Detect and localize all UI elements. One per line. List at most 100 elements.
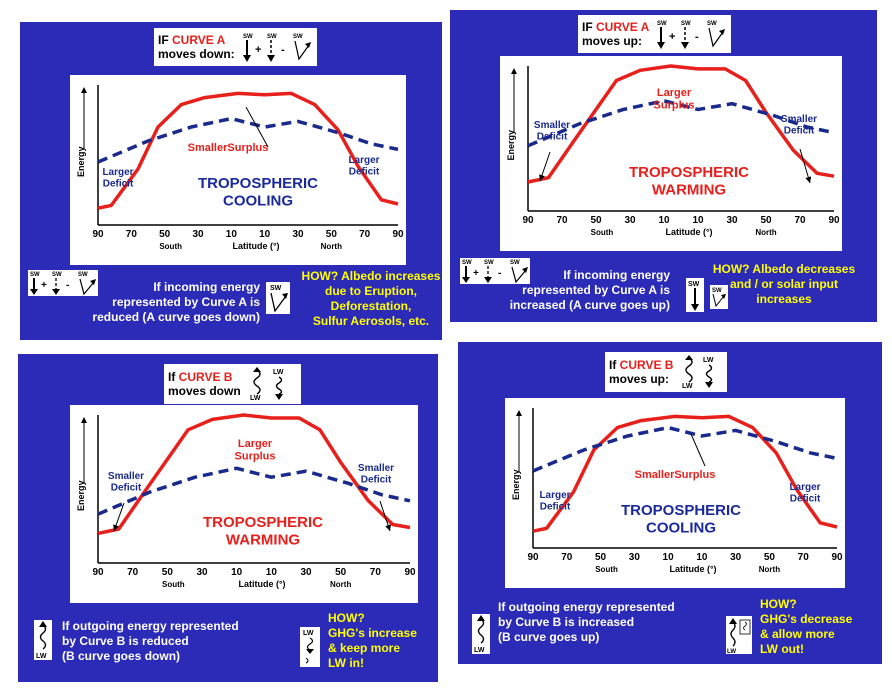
left-deficit-label: Larger Deficit	[539, 490, 571, 513]
op-minus: -	[281, 44, 285, 56]
y-axis-label: Energy	[506, 130, 516, 161]
tick-label: 50	[159, 229, 171, 240]
sw-reflect-icon: SW	[710, 285, 728, 309]
svg-text:LW: LW	[273, 369, 284, 376]
energy-latitude-chart: Energy 90 70 50 30 10 10 30 50 70 90 South North Lati…	[70, 405, 418, 603]
south-label: South	[162, 580, 185, 589]
svg-text:+: +	[41, 280, 47, 291]
svg-text:SW: SW	[688, 281, 700, 288]
lw-up-icon: LW	[34, 620, 52, 660]
y-axis-label: Energy	[511, 469, 521, 500]
sw-legend-box: SW + SW - SW	[28, 270, 98, 296]
lw-trap-icon: LW	[300, 627, 320, 667]
title-curve: CURVE A	[172, 33, 226, 47]
svg-text:SW: SW	[52, 272, 62, 278]
curve-a-incoming	[532, 414, 838, 533]
sw-down-icon: SW	[686, 278, 704, 312]
tick-label: 50	[590, 215, 602, 226]
y-axis-label: Energy	[76, 480, 86, 511]
tick-label: 30	[730, 552, 742, 563]
surplus-label: Larger Surplus	[654, 87, 695, 112]
north-label: North	[330, 580, 351, 589]
tick-label: 90	[92, 567, 104, 578]
y-axis-arrow	[81, 417, 87, 423]
left-deficit-label: Smaller Deficit	[534, 120, 570, 143]
curve-b-outgoing	[97, 466, 411, 516]
curve-a-incoming	[97, 413, 411, 536]
energy-latitude-chart: Energy 90 70 50 30 10 10 30 50 70 90 South North Lati…	[500, 56, 842, 251]
curve-a-incoming	[527, 64, 835, 184]
tick-label: 10	[692, 215, 704, 226]
tick-label: 70	[127, 567, 139, 578]
tick-label: 30	[624, 215, 636, 226]
energy-latitude-chart: Energy 90 70 50 30 10 10 30 50 70 90 South North Lati…	[70, 75, 406, 265]
title-curve: CURVE B	[178, 370, 233, 384]
tropospheric-effect-label: TROPOSPHERIC COOLING	[621, 502, 741, 536]
tropospheric-effect-label: TROPOSPHERIC COOLING	[198, 175, 318, 209]
north-label: North	[321, 242, 342, 251]
lw-escape-icon: LW	[726, 616, 752, 654]
tick-label: 70	[794, 215, 806, 226]
tick-label: 90	[392, 229, 404, 240]
svg-text:SW: SW	[510, 260, 520, 266]
tick-label: 70	[370, 567, 382, 578]
tropospheric-effect-label: TROPOSPHERIC WARMING	[629, 164, 749, 198]
tick-label: 10	[259, 229, 271, 240]
x-axis-label: Latitude (°)	[669, 564, 716, 574]
tick-label: 30	[292, 229, 304, 240]
svg-text:+: +	[473, 268, 479, 279]
tick-label: 10	[663, 552, 675, 563]
how-explanation: HOW? Albedo decreases and / or solar inp…	[712, 262, 856, 306]
svg-text:SW: SW	[270, 285, 282, 292]
tick-label: 90	[527, 552, 539, 563]
title-rest: moves up:	[609, 372, 670, 386]
south-label: South	[159, 242, 182, 251]
lw-arrows-icon: LW LW	[250, 367, 284, 401]
x-axis-label: Latitude (°)	[238, 579, 285, 589]
svg-text:SW: SW	[243, 34, 253, 40]
sw-legend-box: SW + SW - SW	[460, 258, 530, 284]
how-explanation: HOW? GHG's increase & keep more LW in!	[328, 611, 417, 670]
right-deficit-label: Larger Deficit	[348, 155, 380, 178]
tick-label: 30	[300, 567, 312, 578]
north-label: North	[755, 228, 776, 237]
title-rest: moves down:	[158, 47, 235, 61]
svg-text:LW: LW	[682, 383, 693, 389]
op-minus: -	[695, 31, 699, 43]
y-axis-arrow	[516, 410, 522, 416]
svg-text:SW: SW	[681, 21, 691, 27]
tick-label: 10	[658, 215, 670, 226]
y-axis-arrow	[81, 87, 87, 93]
svg-text:LW: LW	[36, 653, 47, 660]
how-explanation: HOW? GHG's decrease & allow more LW out!	[760, 597, 853, 656]
curve-b-outgoing	[532, 425, 838, 473]
curve-b-outgoing	[527, 99, 835, 148]
energy-latitude-chart: Energy 90 70 50 30 10 10 30 50 70 90 South North Lati…	[505, 398, 845, 588]
tick-label: 30	[196, 567, 208, 578]
tick-label: 90	[828, 215, 840, 226]
tick-label: 30	[726, 215, 738, 226]
title-if: IF	[582, 20, 596, 34]
tick-label: 70	[798, 552, 810, 563]
svg-text:LW: LW	[474, 647, 485, 654]
tick-label: 50	[162, 567, 174, 578]
right-deficit-label: Smaller Deficit	[358, 463, 394, 486]
svg-text:LW: LW	[250, 395, 261, 401]
tick-label: 50	[764, 552, 776, 563]
description-text: If outgoing energy represented by Curve …	[62, 619, 239, 663]
svg-text:LW: LW	[303, 630, 314, 637]
tick-label: 30	[192, 229, 204, 240]
title-rest: moves down	[168, 384, 241, 398]
north-label: North	[759, 565, 780, 574]
pointer-line	[690, 433, 706, 467]
sw-arrows-icon: SW + SW - SW	[657, 21, 726, 49]
svg-text:SW: SW	[707, 21, 717, 27]
y-axis-arrow	[511, 68, 517, 74]
tick-label: 70	[556, 215, 568, 226]
surplus-label: SmallerSurplus	[188, 142, 269, 154]
svg-text:LW: LW	[727, 649, 736, 654]
description-text: If outgoing energy represented by Curve …	[498, 600, 675, 644]
svg-text:SW: SW	[712, 288, 722, 294]
